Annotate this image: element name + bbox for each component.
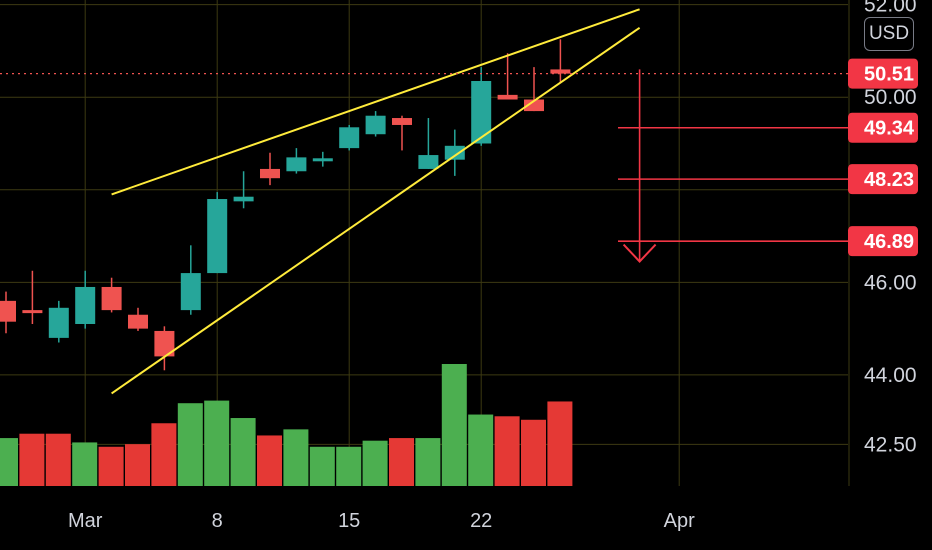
volume-bar [177,403,203,486]
volume-bar [257,435,282,486]
target-price-badge [848,226,918,257]
candle-body[interactable] [233,196,254,202]
candle-body[interactable] [154,330,175,357]
candle-body[interactable] [75,286,96,324]
volume-bar [521,419,546,486]
time-tick-label: 8 [212,510,223,532]
time-tick-label: 15 [338,510,360,532]
price-tick-label: 44.00 [864,364,917,387]
candle-body[interactable] [550,69,571,74]
volume-bar [0,438,18,486]
current-price-badge [848,58,918,89]
price-tick-label: 42.50 [864,433,917,456]
candle-body[interactable] [128,314,148,329]
candle-body[interactable] [392,118,412,125]
badge-label: 48.23 [864,169,914,191]
target-projection[interactable] [0,69,848,263]
candle-body[interactable] [471,81,492,144]
volume-bar [441,364,467,486]
volume-bar [283,429,309,486]
candle-body[interactable] [444,145,465,160]
price-badges: 50.51 49.34 48.23 46.89 [848,58,918,257]
candle-body[interactable] [286,157,307,172]
volume-bar [45,433,71,486]
candle-body[interactable] [22,310,43,314]
wedge-trendlines[interactable] [111,8,641,395]
candle-body[interactable] [418,155,439,169]
candle-body[interactable] [524,99,544,112]
volume-bars [0,364,573,486]
badge-label: 46.89 [864,231,914,253]
grid [0,0,850,486]
badge-label: 49.34 [864,118,915,140]
candle-body[interactable] [0,300,16,322]
volume-bar [415,438,441,486]
volume-bar [125,444,150,486]
time-tick-label: Mar [68,510,103,532]
time-tick-label: Apr [664,510,695,532]
volume-bar [362,440,388,486]
volume-bar [19,433,45,486]
candle-body[interactable] [101,286,122,311]
target-price-badge [848,164,918,195]
volume-bar [389,438,414,486]
volume-bar [468,414,494,486]
candle-body[interactable] [180,273,201,311]
candle-body[interactable] [497,94,518,100]
badge-label: 50.51 [864,64,914,86]
price-axis[interactable]: 52.00 50.00 46.00 44.00 42.50 [864,0,917,456]
trendline-upper[interactable] [111,8,640,196]
currency-button[interactable]: USD [864,17,914,51]
time-tick-label: 22 [470,510,492,532]
candle-body[interactable] [365,115,386,135]
candle-body[interactable] [339,127,360,149]
candle-body[interactable] [312,158,333,162]
volume-bar [547,401,573,486]
volume-bar [309,446,335,486]
candle-body[interactable] [207,199,228,274]
candles[interactable] [0,39,571,371]
projection-arrow-head[interactable] [622,243,657,263]
volume-bar [151,423,177,486]
price-tick-label: 46.00 [864,271,917,294]
volume-bar [204,400,230,486]
trendline-lower[interactable] [111,26,641,395]
volume-bar [98,446,124,486]
price-tick-label: 50.00 [864,86,917,109]
price-tick-label: 52.00 [864,0,917,17]
volume-bar [72,442,98,486]
volume-bar [494,416,520,486]
volume-bar [230,418,256,486]
candle-body[interactable] [260,168,280,179]
candle-body[interactable] [48,307,69,338]
target-price-badge [848,112,918,143]
time-axis[interactable]: Mar 8 15 22 Apr [68,510,695,532]
volume-bar [336,446,362,486]
